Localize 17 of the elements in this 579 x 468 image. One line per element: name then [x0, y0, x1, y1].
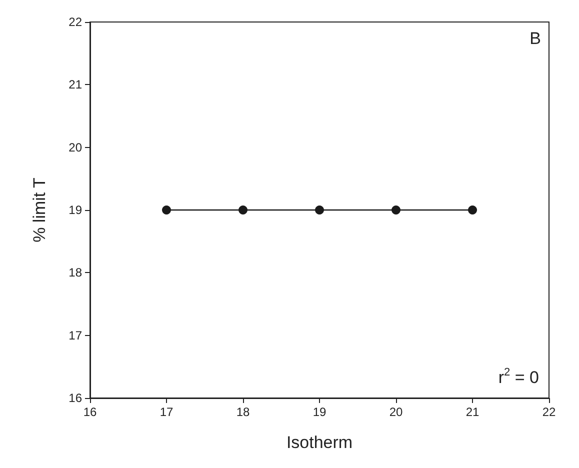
x-tick-label: 17	[160, 405, 174, 419]
x-tick-label: 22	[542, 405, 556, 419]
x-tick-label: 19	[312, 405, 326, 419]
y-tick-label: 17	[68, 328, 82, 342]
x-tick-label: 20	[389, 405, 403, 419]
y-tick-label: 16	[68, 391, 82, 405]
x-tick-label: 16	[83, 405, 97, 419]
y-tick-label: 22	[68, 15, 82, 29]
y-axis-title: % limit T	[30, 178, 49, 242]
x-tick-label: 18	[236, 405, 250, 419]
y-tick-label: 21	[68, 78, 82, 92]
y-tick-label: 20	[68, 140, 82, 154]
y-tick-label: 19	[68, 203, 82, 217]
x-tick-label: 21	[466, 405, 480, 419]
y-tick-label: 18	[68, 266, 82, 280]
x-axis-title: Isotherm	[286, 433, 353, 452]
annotation: B	[530, 29, 542, 48]
